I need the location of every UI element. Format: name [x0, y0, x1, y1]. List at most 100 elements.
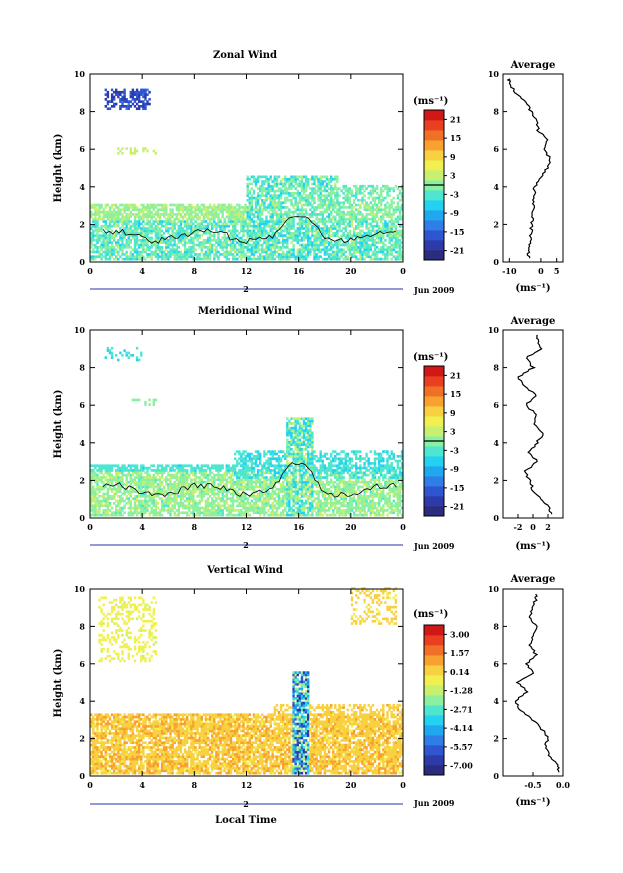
heatmap-cell [246, 246, 249, 249]
heatmap-cell [275, 246, 279, 249]
heatmap-cell [302, 208, 306, 212]
heatmap-cell [282, 236, 285, 240]
heatmap-cell [367, 236, 370, 240]
heatmap-cell [340, 234, 343, 237]
heatmap-cell [246, 182, 249, 186]
heatmap-cell [129, 203, 132, 207]
heatmap-cell [317, 220, 320, 223]
heatmap-cell [204, 239, 208, 242]
heatmap-cell [219, 253, 222, 256]
heatmap-cell [390, 217, 393, 221]
heatmap-cell [392, 241, 395, 244]
heatmap-cell [129, 473, 132, 477]
heatmap-cell [290, 255, 293, 259]
heatmap-cell [158, 485, 162, 489]
heatmap-cell [208, 487, 212, 491]
heatmap-cell [192, 471, 195, 475]
heatmap-cell [244, 511, 247, 515]
heatmap-cell [242, 255, 245, 259]
heatmap-cell [357, 248, 360, 252]
heatmap-cell [217, 203, 220, 207]
heatmap-cell [186, 210, 189, 214]
heatmap-cell [234, 509, 237, 512]
heatmap-cell [394, 184, 398, 188]
heatmap-cell [386, 213, 389, 216]
heatmap-cell [102, 487, 105, 491]
heatmap-cell [121, 492, 124, 496]
heatmap-cell [154, 513, 158, 517]
heatmap-cell [94, 220, 97, 223]
heatmap-cell [311, 246, 314, 249]
heatmap-cell [127, 243, 130, 247]
heatmap-cell [275, 217, 279, 221]
heatmap-cell [104, 222, 107, 226]
heatmap-cell [138, 255, 141, 259]
heatmap-cell [117, 243, 120, 247]
heatmap-cell [338, 215, 341, 219]
heatmap-cell [192, 217, 195, 221]
heatmap-cell [336, 189, 339, 193]
heatmap-cell [240, 513, 243, 517]
heatmap-cell [94, 513, 97, 517]
heatmap-cell [121, 98, 124, 101]
heatmap-cell [158, 234, 162, 237]
heatmap-cell [242, 217, 245, 221]
heatmap-cell [227, 224, 231, 228]
heatmap-cell [131, 203, 135, 207]
heatmap-cell [188, 246, 191, 249]
heatmap-cell [263, 497, 266, 500]
heatmap-cell [330, 224, 333, 228]
heatmap-cell [384, 222, 387, 226]
heatmap-cell [106, 234, 110, 237]
heatmap-cell [177, 509, 180, 512]
heatmap-cell [104, 93, 107, 96]
heatmap-cell [261, 255, 264, 259]
heatmap-cell [361, 199, 364, 202]
heatmap-cell [133, 250, 137, 254]
heatmap-cell [259, 206, 262, 209]
heatmap-cell [129, 506, 132, 510]
heatmap-cell [309, 208, 312, 212]
heatmap-cell [198, 502, 201, 505]
heatmap-cell [252, 189, 256, 193]
heatmap-cell [300, 231, 304, 235]
heatmap-cell [173, 231, 176, 235]
heatmap-cell [173, 483, 176, 486]
heatmap-cell [325, 196, 329, 200]
heatmap-cell [192, 478, 195, 482]
heatmap-cell [190, 213, 193, 216]
heatmap-cell [186, 464, 189, 468]
heatmap-cell [273, 213, 276, 216]
heatmap-cell [294, 196, 297, 200]
heatmap-cell [119, 220, 122, 223]
heatmap-cell [321, 206, 324, 209]
heatmap-cell [213, 490, 216, 493]
heatmap-cell [338, 213, 341, 216]
heatmap-cell [267, 203, 270, 207]
heatmap-cell [186, 224, 189, 228]
heatmap-cell [138, 105, 141, 108]
heatmap-cell [225, 490, 228, 493]
heatmap-cell [102, 466, 105, 470]
heatmap-cell [219, 217, 222, 221]
heatmap-cell [357, 199, 360, 202]
heatmap-cell [208, 250, 212, 254]
heatmap-cell [158, 487, 162, 491]
heatmap-cell [271, 227, 274, 230]
heatmap-cell [286, 199, 289, 202]
heatmap-cell [177, 487, 180, 491]
heatmap-cell [131, 469, 135, 472]
heatmap-cell [146, 93, 149, 96]
heatmap-cell [238, 241, 241, 244]
heatmap-cell [123, 466, 126, 470]
heatmap-cell [140, 504, 143, 508]
heatmap-cell [183, 208, 187, 212]
heatmap-cell [142, 220, 145, 223]
heatmap-cell [204, 469, 208, 472]
heatmap-cell [275, 227, 279, 230]
heatmap-cell [371, 253, 375, 256]
heatmap-cell [144, 504, 147, 508]
heatmap-cell [231, 253, 235, 256]
heatmap-cell [173, 253, 176, 256]
heatmap-cell [192, 222, 195, 226]
